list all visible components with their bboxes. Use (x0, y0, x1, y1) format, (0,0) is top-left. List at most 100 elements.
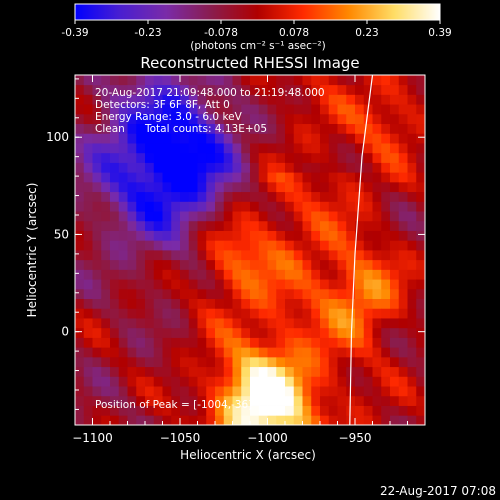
heatmap-cell (171, 386, 181, 397)
heatmap-cell (337, 308, 347, 319)
heatmap-cell (285, 318, 295, 329)
heatmap-cell (302, 240, 312, 251)
heatmap-cell (118, 308, 128, 319)
heatmap-cell (127, 113, 137, 125)
heatmap-cell (293, 366, 303, 377)
y-axis: 0 50 100 (46, 78, 425, 410)
heatmap-cell (180, 395, 190, 406)
heatmap-cell (346, 298, 356, 309)
heatmap-cell (416, 94, 425, 105)
heatmap-cell (92, 84, 102, 95)
heatmap-cell (118, 201, 128, 212)
heatmap-cell (381, 133, 391, 144)
heatmap-cell (355, 211, 365, 222)
heatmap-cell (83, 191, 93, 202)
heatmap-cell (188, 240, 198, 251)
heatmap-cell (416, 191, 425, 202)
heatmap-cell (75, 230, 85, 241)
detectors-text: Detectors: 3F 6F 8F, Att 0 (95, 99, 230, 111)
heatmap-cell (346, 162, 356, 173)
colorbar-ticks: -0.39 -0.23 -0.078 0.078 0.23 0.39 (61, 20, 452, 39)
heatmap-cell (206, 220, 216, 231)
heatmap-cell (381, 75, 391, 86)
heatmap-cell (223, 162, 233, 173)
heatmap-cell (250, 395, 260, 406)
heatmap-cell (206, 259, 216, 270)
heatmap-cell (416, 288, 425, 300)
heatmap-cell (136, 240, 146, 251)
heatmap-cell (258, 269, 268, 280)
heatmap-cell (398, 308, 408, 319)
heatmap-cell (206, 133, 216, 144)
heatmap-cell (416, 162, 425, 173)
heatmap-cell (153, 75, 163, 86)
heatmap-cell (416, 84, 425, 95)
heatmap-cell (363, 211, 373, 222)
heatmap-cell (293, 181, 303, 193)
heatmap-cell (153, 152, 163, 163)
heatmap-cell (162, 220, 172, 231)
heatmap-cell (206, 152, 216, 163)
heatmap-cell (171, 201, 181, 212)
heatmap-cell (363, 240, 373, 251)
heatmap-cell (162, 376, 172, 387)
heatmap-cell (241, 259, 251, 270)
heatmap-cell (241, 327, 251, 338)
heatmap-cell (136, 133, 146, 144)
colorbar-tick-label: -0.23 (134, 27, 161, 39)
heatmap-cell (407, 172, 417, 183)
heatmap-cell (250, 211, 260, 222)
heatmap-cell (145, 152, 155, 163)
heatmap-cell (355, 386, 365, 397)
heatmap-cell (110, 376, 120, 387)
heatmap-cell (311, 405, 321, 416)
heatmap-cell (232, 337, 242, 348)
heatmap-cell (355, 240, 365, 251)
heatmap-cell (127, 133, 137, 144)
heatmap-cell (320, 162, 330, 173)
heatmap-cell (206, 143, 216, 154)
heatmap-cell (232, 181, 242, 193)
x-tick-label: −1000 (247, 431, 288, 445)
heatmap-cell (162, 259, 172, 270)
heatmap-cell (127, 405, 137, 416)
heatmap-cell (372, 327, 382, 338)
heatmap-cell (311, 104, 321, 115)
heatmap-cell (250, 259, 260, 270)
heatmap-cell (390, 143, 400, 154)
heatmap-cell (162, 356, 172, 368)
heatmap-cell (250, 298, 260, 309)
heatmap-cell (153, 288, 163, 300)
heatmap-cell (110, 366, 120, 377)
heatmap-cell (276, 308, 286, 319)
heatmap-cell (381, 220, 391, 231)
heatmap-cell (215, 405, 225, 416)
heatmap-cell (215, 347, 225, 358)
heatmap-cell (416, 308, 425, 319)
heatmap-cell (363, 269, 373, 280)
heatmap-cell (110, 288, 120, 300)
heatmap-cell (241, 113, 251, 125)
heatmap-cell (250, 327, 260, 338)
heatmap-cell (232, 288, 242, 300)
heatmap-cell (188, 318, 198, 329)
heatmap-cell (127, 75, 137, 86)
heatmap-cell (145, 84, 155, 95)
heatmap-cell (398, 113, 408, 125)
heatmap-cell (223, 279, 233, 290)
y-tick-label: 50 (54, 227, 69, 241)
heatmap-cell (407, 75, 417, 86)
heatmap-cell (390, 269, 400, 280)
heatmap-cell (302, 318, 312, 329)
heatmap-cell (83, 133, 93, 144)
heatmap-cell (267, 240, 277, 251)
heatmap-cell (285, 201, 295, 212)
heatmap-cell (276, 133, 286, 144)
heatmap-cell (171, 191, 181, 202)
heatmap-cell (197, 250, 207, 261)
heatmap-cell (398, 298, 408, 309)
heatmap-cell (363, 386, 373, 397)
heatmap-cell (337, 386, 347, 397)
heatmap-cell (372, 94, 382, 105)
heatmap-cell (83, 84, 93, 95)
